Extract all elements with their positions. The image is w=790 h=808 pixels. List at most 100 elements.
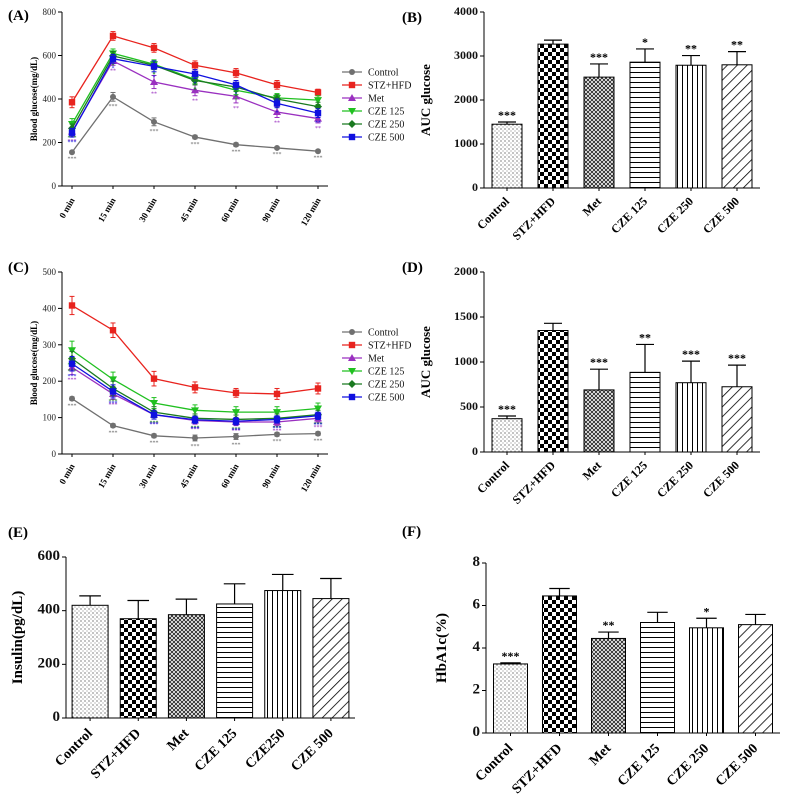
legend-marker [348, 354, 356, 361]
significance-label: *** [728, 351, 746, 365]
bar-stz-hfd [119, 618, 157, 719]
significance-label: *** [109, 402, 118, 408]
significance-label: *** [314, 438, 323, 444]
x-tick-label: CZE 125 [192, 726, 240, 774]
legend-label: Met [368, 94, 384, 105]
panel-d-bar-chart: 0 500 1000 1500 2000 AUC glucose ControlSTZ+HF… [418, 264, 760, 507]
significance-label: ** [603, 618, 615, 632]
x-tick-label: CZE 250 [654, 458, 696, 500]
y-tick-label: 1500 [454, 309, 478, 323]
significance-label: *** [109, 399, 118, 405]
significance-label: ** [639, 330, 651, 344]
significance-label: * [194, 87, 197, 93]
legend-label: CZE 500 [368, 133, 404, 144]
y-tick-label: 200 [38, 655, 61, 671]
x-tick-label: CZE 250 [654, 194, 696, 236]
data-point [315, 430, 321, 437]
panel-c-line-chart: 0 100 200 300 400 500 Blood glucose(mg/dL) 0 mi… [29, 267, 411, 494]
x-tick-label: 0 min [57, 196, 77, 220]
data-point [109, 327, 117, 334]
y-tick-label: 1000 [454, 354, 478, 368]
x-tick-label: 60 min [219, 196, 241, 224]
significance-label: *** [232, 429, 241, 435]
data-point [110, 93, 116, 100]
significance-label: ** [315, 120, 321, 126]
significance-label: * [112, 63, 115, 69]
bar-cze-500 [738, 624, 773, 734]
significance-label: *** [191, 444, 200, 450]
significance-label: *** [68, 139, 77, 145]
data-point [110, 422, 116, 429]
significance-label: *** [150, 422, 159, 428]
x-tick-label: 45 min [178, 196, 200, 224]
significance-label: ** [274, 421, 280, 427]
significance-label: *** [273, 429, 282, 435]
significance-label: ** [274, 120, 280, 126]
data-point [273, 416, 281, 423]
legend: Control STZ+HFD Met CZE 125 CZE 250 CZE 500 [342, 328, 411, 404]
x-tick-label: 120 min [299, 196, 323, 228]
data-point [274, 431, 280, 438]
y-tick-label: 400 [38, 602, 61, 618]
panel-f-tag: (F) [402, 524, 421, 540]
data-point [273, 409, 281, 417]
significance-label: *** [150, 441, 159, 447]
legend-marker [348, 120, 356, 128]
x-tick-label: Control [474, 458, 512, 496]
significance-label: * [235, 94, 238, 100]
x-tick-label: CZE 125 [608, 458, 650, 500]
y-tick-label: 1000 [454, 136, 478, 150]
y-axis-label: Blood glucose(mg/dL) [29, 57, 39, 141]
data-point [109, 388, 117, 395]
significance-label: ** [192, 99, 198, 105]
data-point [233, 141, 239, 148]
data-point [150, 63, 158, 70]
x-tick-label: Control [473, 741, 517, 785]
legend-label: CZE 250 [368, 380, 404, 391]
data-point [150, 44, 158, 52]
legend-label: Met [368, 354, 384, 365]
significance-label: *** [232, 427, 241, 433]
significance-label: *** [498, 108, 516, 122]
significance-label: * [112, 66, 115, 72]
data-point [315, 148, 321, 155]
x-tick-label: Met [165, 726, 193, 754]
x-tick-label: CZE 125 [608, 194, 650, 236]
panel-e-tag: (E) [8, 525, 28, 541]
data-point [69, 395, 75, 402]
x-tick-label: CZE 500 [288, 726, 336, 774]
legend-label: CZE 250 [368, 120, 404, 131]
significance-label: *** [232, 149, 241, 155]
x-tick-label: CZE 125 [615, 741, 663, 789]
data-point [69, 149, 75, 156]
x-tick-label: 60 min [219, 462, 241, 490]
legend-marker [348, 368, 356, 375]
legend: Control STZ+HFD Met CZE 125 CZE 250 CZE 500 [342, 68, 411, 144]
x-tick-label: 15 min [96, 462, 118, 490]
data-point [232, 69, 240, 77]
bar-cze-250 [675, 382, 707, 453]
legend-marker [348, 380, 356, 388]
data-point [150, 400, 158, 408]
x-tick-label: STZ+HFD [509, 458, 558, 507]
y-tick-label: 2 [473, 682, 481, 698]
significance-label: ** [685, 42, 697, 56]
x-tick-label: 120 min [299, 462, 323, 494]
y-tick-label: 0 [52, 181, 57, 191]
data-point [192, 434, 198, 441]
significance-label: ** [731, 38, 743, 52]
data-point [191, 70, 199, 78]
bar-cze-250 [675, 64, 707, 189]
bar-control [491, 123, 523, 189]
x-tick-label: CZE 500 [700, 458, 742, 500]
significance-label: *** [68, 403, 77, 409]
x-tick-label: 30 min [137, 196, 159, 224]
significance-label: *** [502, 649, 520, 663]
significance-label: *** [314, 422, 323, 428]
series-line [71, 304, 319, 395]
significance-label: *** [191, 427, 200, 433]
legend-label: CZE 125 [368, 367, 404, 378]
data-point [232, 389, 240, 397]
